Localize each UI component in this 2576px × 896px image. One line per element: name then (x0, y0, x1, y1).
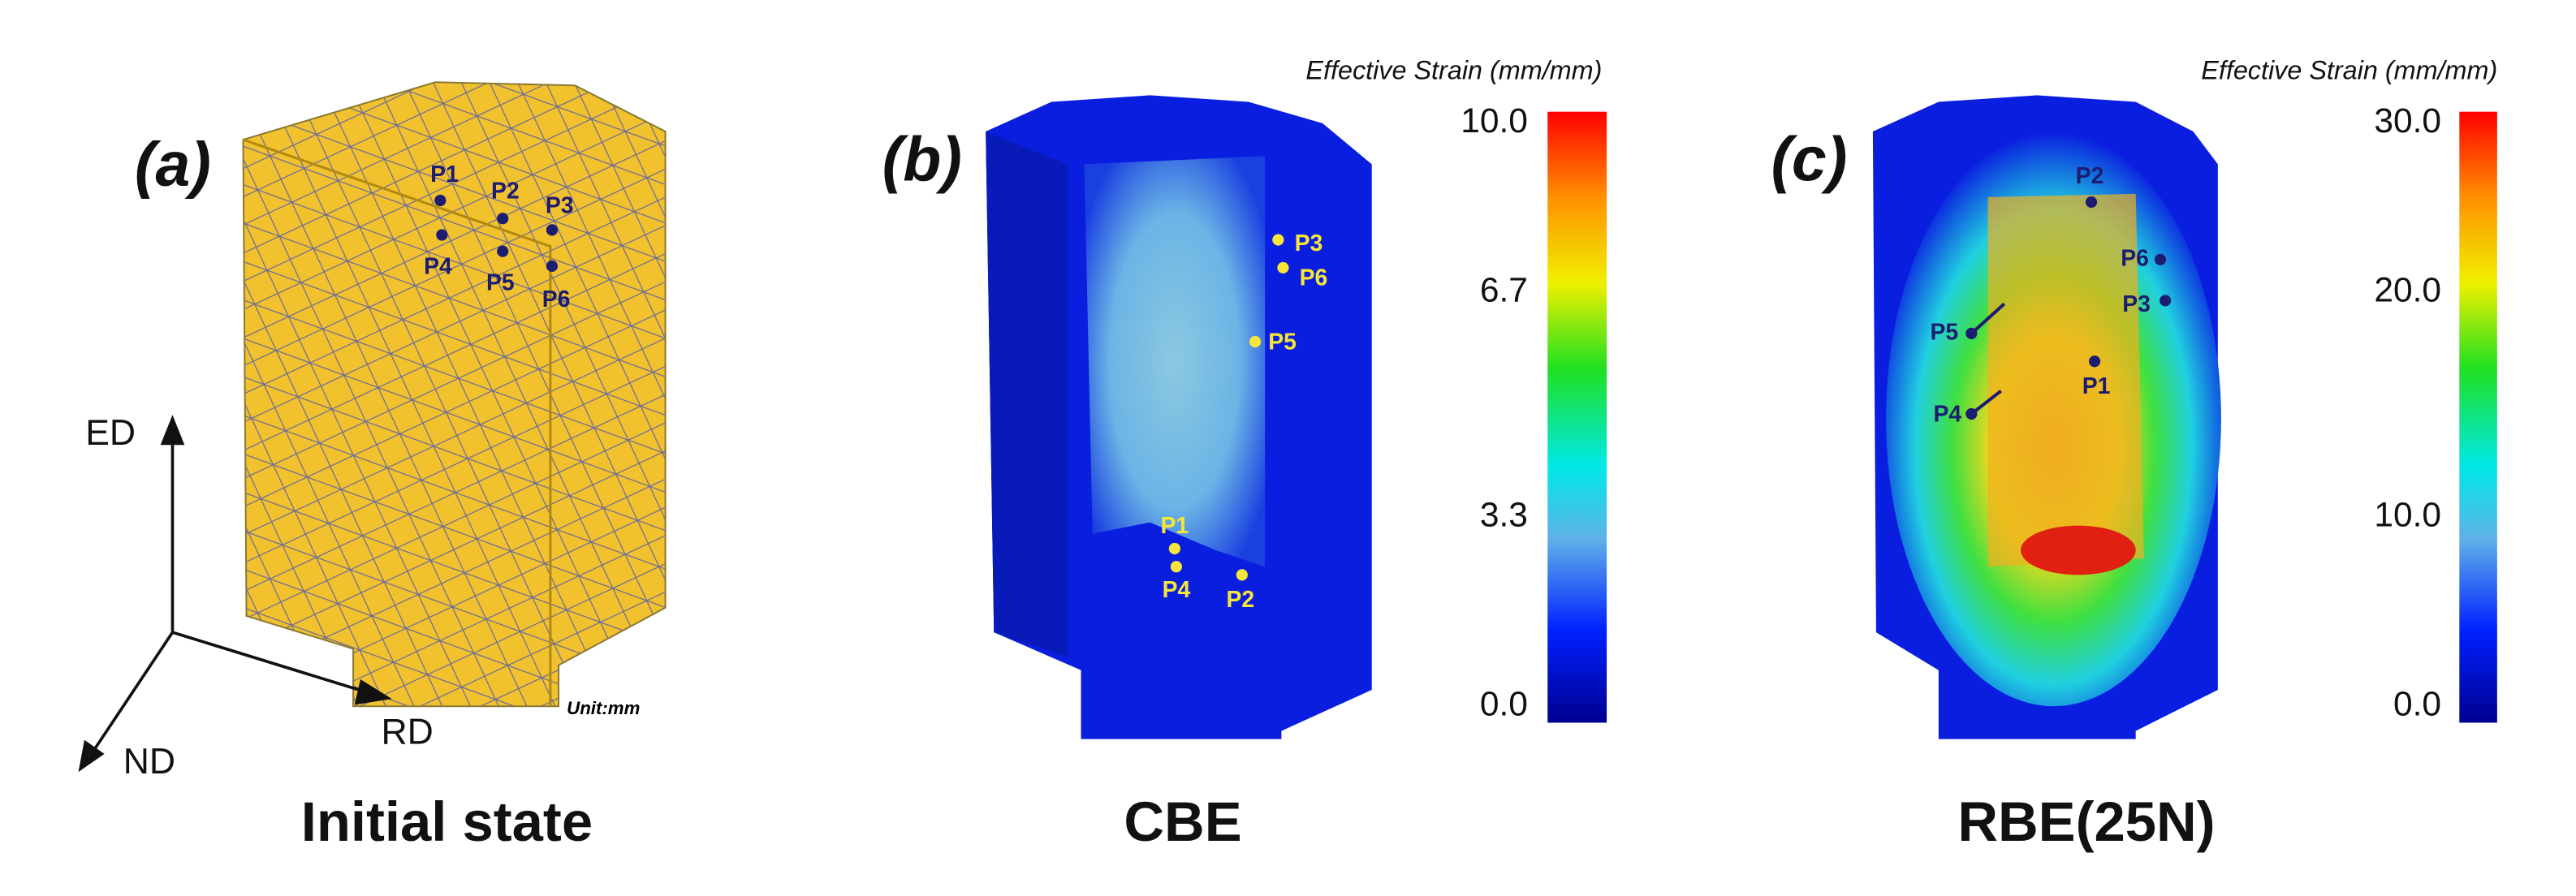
colorbar (2459, 111, 2497, 723)
point-marker (1965, 327, 1978, 339)
point-marker (546, 260, 559, 272)
colorbar-tick: 10.0 (2374, 497, 2441, 535)
point-label: P5 (1930, 319, 1958, 345)
panel-c: (c) Effective Strain (mm/mm) 30.0 20.0 1… (1771, 56, 2497, 853)
colorbar-tick: 20.0 (2374, 271, 2441, 309)
block-edge (242, 138, 552, 707)
cbe-inner (1084, 156, 1266, 567)
point-label: P3 (2122, 291, 2151, 317)
leader-line (1970, 390, 2002, 416)
axis-label: RD (381, 712, 433, 752)
rbe-core (1987, 193, 2144, 567)
caption: CBE (1124, 790, 1241, 853)
point-marker (2085, 196, 2098, 209)
colorbar-tick: 0.0 (2393, 685, 2441, 723)
point-label: P2 (1226, 587, 1254, 613)
colorbar-tick: 30.0 (2374, 102, 2441, 140)
point-label: P3 (1295, 230, 1323, 256)
caption: Initial state (301, 790, 593, 853)
point-label: P2 (491, 178, 520, 204)
arrow-head (354, 678, 392, 705)
point-marker (2089, 355, 2101, 368)
point-label: P5 (1268, 329, 1297, 355)
arrow-head (78, 739, 105, 773)
panel-a: (a) Unit:mm ED RD ND Initial state (78, 81, 667, 853)
point-marker (1249, 335, 1262, 348)
axis-label: ND (123, 742, 175, 782)
point-label: P4 (1934, 402, 1962, 428)
point-marker (546, 224, 559, 236)
panel-label: (a) (135, 130, 211, 200)
point-label: P6 (1300, 265, 1328, 291)
rbe-hotspot (2021, 525, 2136, 575)
point-marker (434, 194, 447, 207)
point-marker (1168, 542, 1180, 555)
point-label: P3 (546, 193, 574, 219)
point-label: P6 (542, 286, 571, 312)
cbe-cut (986, 131, 1068, 657)
colorbar-tick: 10.0 (1461, 102, 1528, 140)
colorbar-tick: 6.7 (1480, 271, 1528, 309)
colorbar-title: Effective Strain (mm/mm) (2201, 56, 2497, 85)
colorbar-tick: 3.3 (1480, 497, 1528, 535)
arrow (88, 631, 174, 756)
panel-label: (b) (882, 125, 962, 195)
point-label: P4 (1163, 577, 1191, 603)
point-marker (1236, 569, 1248, 581)
point-marker (1272, 234, 1284, 246)
panel-label: (c) (1771, 125, 1847, 195)
point-marker (2160, 295, 2172, 307)
colorbar-title: Effective Strain (mm/mm) (1305, 56, 1602, 85)
mesh-block (242, 81, 667, 708)
point-label: P5 (486, 270, 515, 296)
point-marker (497, 245, 509, 257)
point-marker (436, 229, 448, 241)
arrow-head (160, 415, 185, 446)
point-label: P1 (430, 162, 459, 187)
arrow (171, 631, 370, 695)
point-label: P1 (2082, 373, 2111, 399)
axes-triad (78, 415, 392, 773)
point-marker (1965, 407, 1978, 420)
point-marker (1170, 561, 1182, 573)
point-label: P6 (2121, 245, 2149, 271)
colorbar-tick: 0.0 (1480, 685, 1528, 723)
point-label: P1 (1161, 513, 1189, 539)
panel-b: (b) Effective Strain (mm/mm) 10.0 6.7 3.… (882, 56, 1607, 853)
point-label: P2 (2076, 163, 2104, 189)
point-marker (2154, 253, 2167, 265)
point-marker (497, 213, 509, 225)
colorbar (1547, 111, 1607, 723)
axis-label: ED (85, 413, 136, 453)
unit-label: Unit:mm (567, 698, 640, 718)
leader-line (1970, 302, 2006, 335)
point-label: P4 (424, 253, 452, 279)
point-marker (1277, 261, 1289, 274)
caption: RBE(25N) (1957, 790, 2215, 853)
